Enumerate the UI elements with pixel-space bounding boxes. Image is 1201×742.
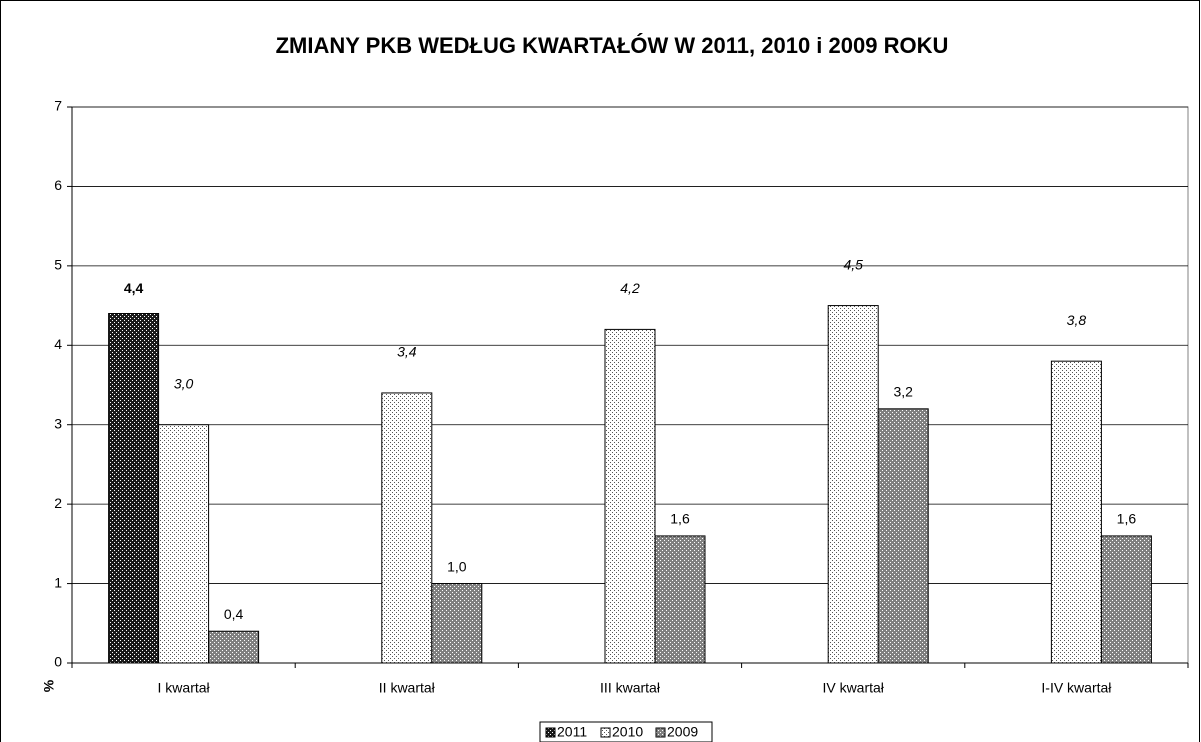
legend-swatch (655, 727, 666, 738)
y-tick-label: 5 (54, 257, 62, 273)
value-label: 4,5 (843, 256, 863, 272)
bar (654, 535, 706, 664)
legend-label: 2009 (667, 724, 698, 740)
y-tick-label: 4 (54, 336, 62, 352)
x-tick-label: I-IV kwartał (1041, 680, 1112, 696)
legend-box (539, 721, 713, 742)
y-tick-label: 0 (54, 654, 62, 670)
bar (208, 630, 260, 664)
value-label: 3,4 (397, 344, 417, 360)
value-label: 3,2 (893, 384, 913, 400)
value-label: 4,2 (620, 280, 640, 296)
chart-title: ZMIANY PKB WEDŁUG KWARTAŁÓW W 2011, 2010… (276, 33, 949, 58)
y-tick-label: 1 (54, 574, 62, 590)
bar (604, 328, 656, 664)
x-tick-label: I kwartał (158, 680, 211, 696)
bar (158, 424, 210, 664)
bar (108, 313, 160, 664)
legend-label: 2011 (557, 724, 587, 740)
legend-label: 2010 (612, 724, 643, 740)
x-tick-label: II kwartał (379, 680, 436, 696)
bar (827, 305, 879, 664)
value-label: 1,6 (1117, 511, 1137, 527)
value-label: 3,8 (1067, 312, 1087, 328)
value-label: 3,0 (174, 375, 194, 391)
legend-swatch (545, 727, 556, 738)
bar (877, 408, 929, 664)
value-label: 4,4 (124, 280, 144, 296)
y-tick-label: 2 (54, 495, 62, 511)
bar (1100, 535, 1152, 664)
x-tick-label: III kwartał (600, 680, 661, 696)
y-axis-label: % (41, 679, 57, 692)
value-label: 1,6 (670, 511, 690, 527)
y-tick-label: 6 (54, 177, 62, 193)
value-label: 0,4 (224, 606, 244, 622)
bar (381, 392, 433, 664)
bar (431, 583, 483, 664)
legend-swatch (600, 727, 611, 738)
y-tick-label: 3 (54, 415, 62, 431)
x-tick-label: IV kwartał (822, 680, 884, 696)
value-label: 1,0 (447, 558, 467, 574)
bar (1050, 360, 1102, 664)
y-tick-label: 7 (54, 98, 62, 114)
